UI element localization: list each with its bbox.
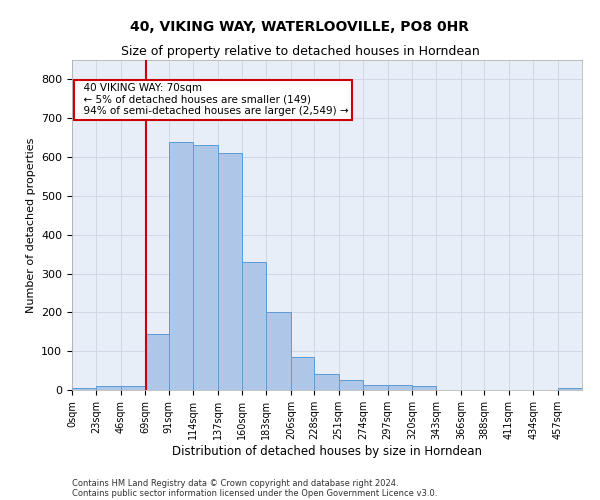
Y-axis label: Number of detached properties: Number of detached properties bbox=[26, 138, 35, 312]
Bar bbox=[557, 388, 582, 390]
Bar bbox=[97, 386, 121, 390]
Bar bbox=[169, 142, 193, 390]
Bar bbox=[121, 386, 145, 390]
Text: Size of property relative to detached houses in Horndean: Size of property relative to detached ho… bbox=[121, 45, 479, 58]
Bar bbox=[363, 386, 388, 390]
Text: 40 VIKING WAY: 70sqm
  ← 5% of detached houses are smaller (149)
  94% of semi-d: 40 VIKING WAY: 70sqm ← 5% of detached ho… bbox=[77, 84, 349, 116]
Bar bbox=[242, 262, 266, 390]
Bar bbox=[388, 386, 412, 390]
Bar bbox=[338, 380, 363, 390]
Bar bbox=[291, 357, 314, 390]
Text: Contains public sector information licensed under the Open Government Licence v3: Contains public sector information licen… bbox=[72, 488, 437, 498]
X-axis label: Distribution of detached houses by size in Horndean: Distribution of detached houses by size … bbox=[172, 444, 482, 458]
Text: Contains HM Land Registry data © Crown copyright and database right 2024.: Contains HM Land Registry data © Crown c… bbox=[72, 478, 398, 488]
Text: 40, VIKING WAY, WATERLOOVILLE, PO8 0HR: 40, VIKING WAY, WATERLOOVILLE, PO8 0HR bbox=[131, 20, 470, 34]
Bar bbox=[412, 386, 436, 390]
Bar bbox=[72, 388, 97, 390]
Bar bbox=[218, 153, 242, 390]
Bar bbox=[266, 312, 291, 390]
Bar bbox=[193, 146, 218, 390]
Bar bbox=[314, 374, 338, 390]
Bar bbox=[145, 334, 169, 390]
